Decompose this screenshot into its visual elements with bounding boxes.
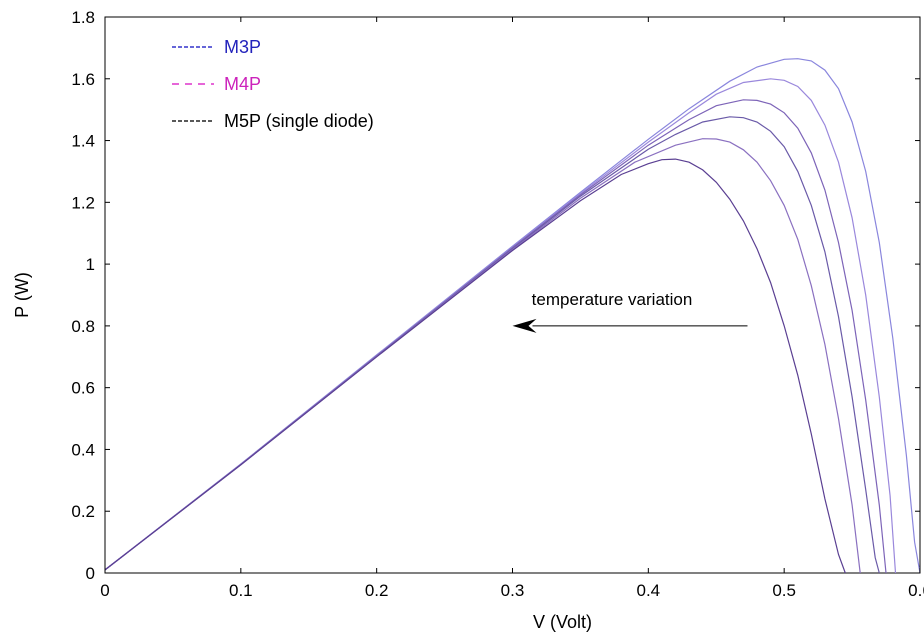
curves-group (104, 58, 921, 574)
legend: M3P M4P M5P (single diode) (172, 37, 374, 131)
power-curve (104, 58, 921, 574)
x-tick-label: 0.2 (365, 581, 389, 600)
x-tick-label: 0.3 (501, 581, 525, 600)
y-tick-label: 1.4 (71, 132, 95, 151)
legend-label: M3P (224, 37, 261, 57)
y-tick-label: 1.2 (71, 193, 95, 212)
x-tick-label: 0 (100, 581, 109, 600)
power-curve (104, 138, 861, 574)
x-tick-label: 0.4 (637, 581, 661, 600)
y-tick-label: 0.8 (71, 317, 95, 336)
y-tick-label: 0.6 (71, 379, 95, 398)
y-tick-label: 1.6 (71, 70, 95, 89)
annotation-group: temperature variation (512, 290, 748, 333)
y-tick-label: 0 (86, 564, 95, 583)
x-tick-label: 0.5 (772, 581, 796, 600)
y-tick-label: 0.4 (71, 440, 95, 459)
x-axis-label: V (Volt) (533, 612, 592, 632)
legend-label: M4P (224, 74, 261, 94)
annotation-text: temperature variation (532, 290, 693, 309)
y-tick-label: 0.2 (71, 502, 95, 521)
power-curve (104, 99, 887, 574)
plot-area (104, 16, 921, 574)
annotation-arrow-head (512, 318, 537, 333)
plot-frame (104, 16, 921, 574)
y-tick-label: 1 (86, 255, 95, 274)
y-axis-label: P (W) (12, 272, 32, 318)
power-curve (104, 78, 897, 574)
x-tick-label: 0.6 (908, 581, 924, 600)
y-tick-label: 1.8 (71, 8, 95, 27)
x-tick-label: 0.1 (229, 581, 253, 600)
ticks-group: 0 0.1 0.2 0.3 0.4 0.5 0.6 0 0.2 0.4 0.6 0.8 1 1.2 1.4 1… (71, 8, 924, 600)
legend-label: M5P (single diode) (224, 111, 374, 131)
power-curve (104, 158, 846, 574)
power-curve (104, 116, 880, 574)
